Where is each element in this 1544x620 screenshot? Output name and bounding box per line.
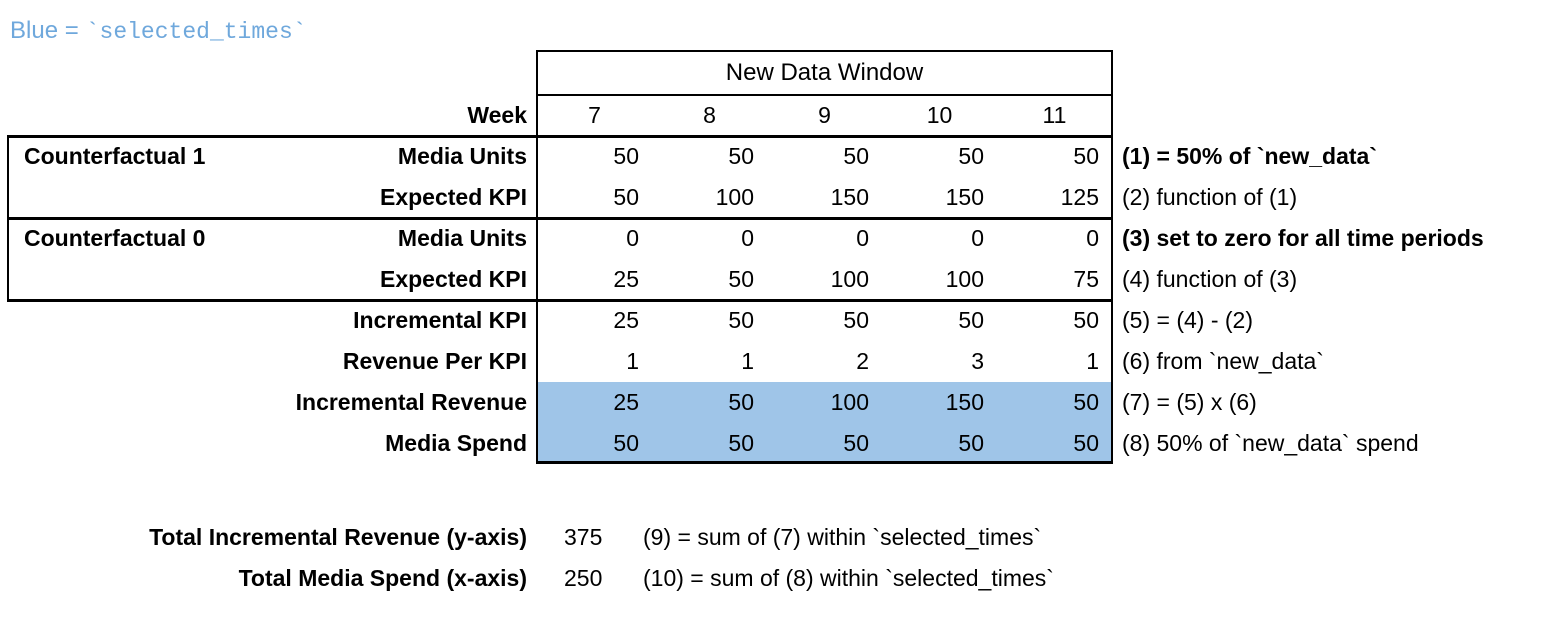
row-label: Revenue Per KPI <box>342 348 527 374</box>
data-cell: 50 <box>613 143 639 169</box>
data-cell: 100 <box>830 266 869 292</box>
legend-code: `selected_times` <box>85 19 307 45</box>
data-cell: 0 <box>971 225 984 251</box>
data-cell: 50 <box>728 266 754 292</box>
row-label: Media Units <box>397 143 527 169</box>
row-annotation: (5) = (4) - (2) <box>1122 307 1253 333</box>
row-label: Expected KPI <box>380 184 527 210</box>
data-cell: 0 <box>626 225 639 251</box>
data-cell: 50 <box>843 430 869 456</box>
data-cell: 25 <box>613 307 639 333</box>
total-row: Total Incremental Revenue (y-axis) 375 (… <box>0 517 1544 558</box>
row-annotation: (2) function of (1) <box>1122 184 1298 210</box>
data-cell: 3 <box>971 348 984 374</box>
data-cell: 100 <box>715 184 754 210</box>
total-annotation: (9) = sum of (7) within `selected_times` <box>643 524 1042 550</box>
data-cell: 100 <box>830 389 869 415</box>
total-media-spend-value: 250 <box>564 565 603 591</box>
row-annotation: (6) from `new_data` <box>1122 348 1324 374</box>
data-cell: 1 <box>741 348 754 374</box>
total-incremental-revenue-value: 375 <box>564 524 603 550</box>
row-label: Media Spend <box>385 430 527 456</box>
data-cell: 75 <box>1073 266 1099 292</box>
border-line-header-divider <box>536 94 1113 96</box>
data-cell: 50 <box>728 307 754 333</box>
row-annotation: (8) 50% of `new_data` spend <box>1122 430 1419 456</box>
data-cell: 50 <box>843 143 869 169</box>
row-annotation: (7) = (5) x (6) <box>1122 389 1257 415</box>
border-line-cf0-top <box>7 217 1113 220</box>
table-row: Expected KPI 50 100 150 150 125 (2) func… <box>0 177 1544 218</box>
total-annotation: (10) = sum of (8) within `selected_times… <box>643 565 1054 591</box>
data-cell: 50 <box>958 143 984 169</box>
row-annotation: (1) = 50% of `new_data` <box>1122 143 1377 169</box>
week-cell: 7 <box>588 102 601 128</box>
row-label: Expected KPI <box>380 266 527 292</box>
group-label-counterfactual-1: Counterfactual 1 <box>24 143 206 169</box>
total-row: Total Media Spend (x-axis) 250 (10) = su… <box>0 558 1544 599</box>
week-cell: 11 <box>1042 102 1067 128</box>
data-cell: 0 <box>741 225 754 251</box>
data-cell: 150 <box>830 184 869 210</box>
border-line-cf1-top <box>7 135 1113 138</box>
border-line-table-bottom <box>536 461 1113 464</box>
data-cell: 50 <box>728 143 754 169</box>
row-label: Incremental Revenue <box>295 389 527 415</box>
data-cell: 50 <box>613 430 639 456</box>
data-cell: 25 <box>613 266 639 292</box>
data-cell: 50 <box>843 307 869 333</box>
border-line-header-top <box>536 50 1113 52</box>
data-cell: 25 <box>613 389 639 415</box>
data-cell: 1 <box>626 348 639 374</box>
border-line-table-left <box>536 50 538 464</box>
table-row-highlighted: Media Spend 50 50 50 50 50 (8) 50% of `n… <box>0 423 1544 464</box>
week-label: Week <box>467 102 527 128</box>
data-cell: 50 <box>728 389 754 415</box>
table-row: Incremental KPI 25 50 50 50 50 (5) = (4)… <box>0 300 1544 341</box>
border-line-counterfactual-left <box>7 135 9 302</box>
selected-times-highlight <box>538 382 1111 461</box>
data-cell: 50 <box>958 307 984 333</box>
data-cell: 125 <box>1060 184 1099 210</box>
data-cell: 50 <box>958 430 984 456</box>
data-cell: 150 <box>945 184 984 210</box>
data-cell: 150 <box>945 389 984 415</box>
border-line-table-right <box>1111 50 1113 464</box>
group-label-counterfactual-0: Counterfactual 0 <box>24 225 206 251</box>
data-cell: 50 <box>728 430 754 456</box>
table-row: Counterfactual 0 Media Units 0 0 0 0 0 (… <box>0 218 1544 259</box>
week-cell: 8 <box>703 102 716 128</box>
data-cell: 2 <box>856 348 869 374</box>
total-media-spend-label: Total Media Spend (x-axis) <box>238 565 527 591</box>
week-cell: 9 <box>818 102 831 128</box>
data-cell: 100 <box>945 266 984 292</box>
row-annotation: (3) set to zero for all time periods <box>1122 225 1484 251</box>
table-row: Counterfactual 1 Media Units 50 50 50 50… <box>0 136 1544 177</box>
table-row: Revenue Per KPI 1 1 2 3 1 (6) from `new_… <box>0 341 1544 382</box>
legend-label: Blue = <box>10 17 79 44</box>
data-cell: 50 <box>613 184 639 210</box>
row-label: Incremental KPI <box>353 307 527 333</box>
data-cell: 50 <box>1073 430 1099 456</box>
week-cell: 10 <box>926 102 953 128</box>
data-cell: 50 <box>1073 143 1099 169</box>
border-line-cf0-bottom <box>7 299 1113 302</box>
data-cell: 0 <box>1086 225 1099 251</box>
data-cell: 50 <box>1073 389 1099 415</box>
row-annotation: (4) function of (3) <box>1122 266 1298 292</box>
data-cell: 1 <box>1086 348 1099 374</box>
table-row: Expected KPI 25 50 100 100 75 (4) functi… <box>0 259 1544 300</box>
data-cell: 0 <box>856 225 869 251</box>
week-row: Week 7 8 9 10 11 <box>0 95 1544 136</box>
data-cell: 50 <box>1073 307 1099 333</box>
row-label: Media Units <box>397 225 527 251</box>
new-data-window-header: New Data Window <box>725 59 924 86</box>
total-incremental-revenue-label: Total Incremental Revenue (y-axis) <box>149 524 527 550</box>
table-row-highlighted: Incremental Revenue 25 50 100 150 50 (7)… <box>0 382 1544 423</box>
legend: Blue = `selected_times` <box>10 14 307 48</box>
